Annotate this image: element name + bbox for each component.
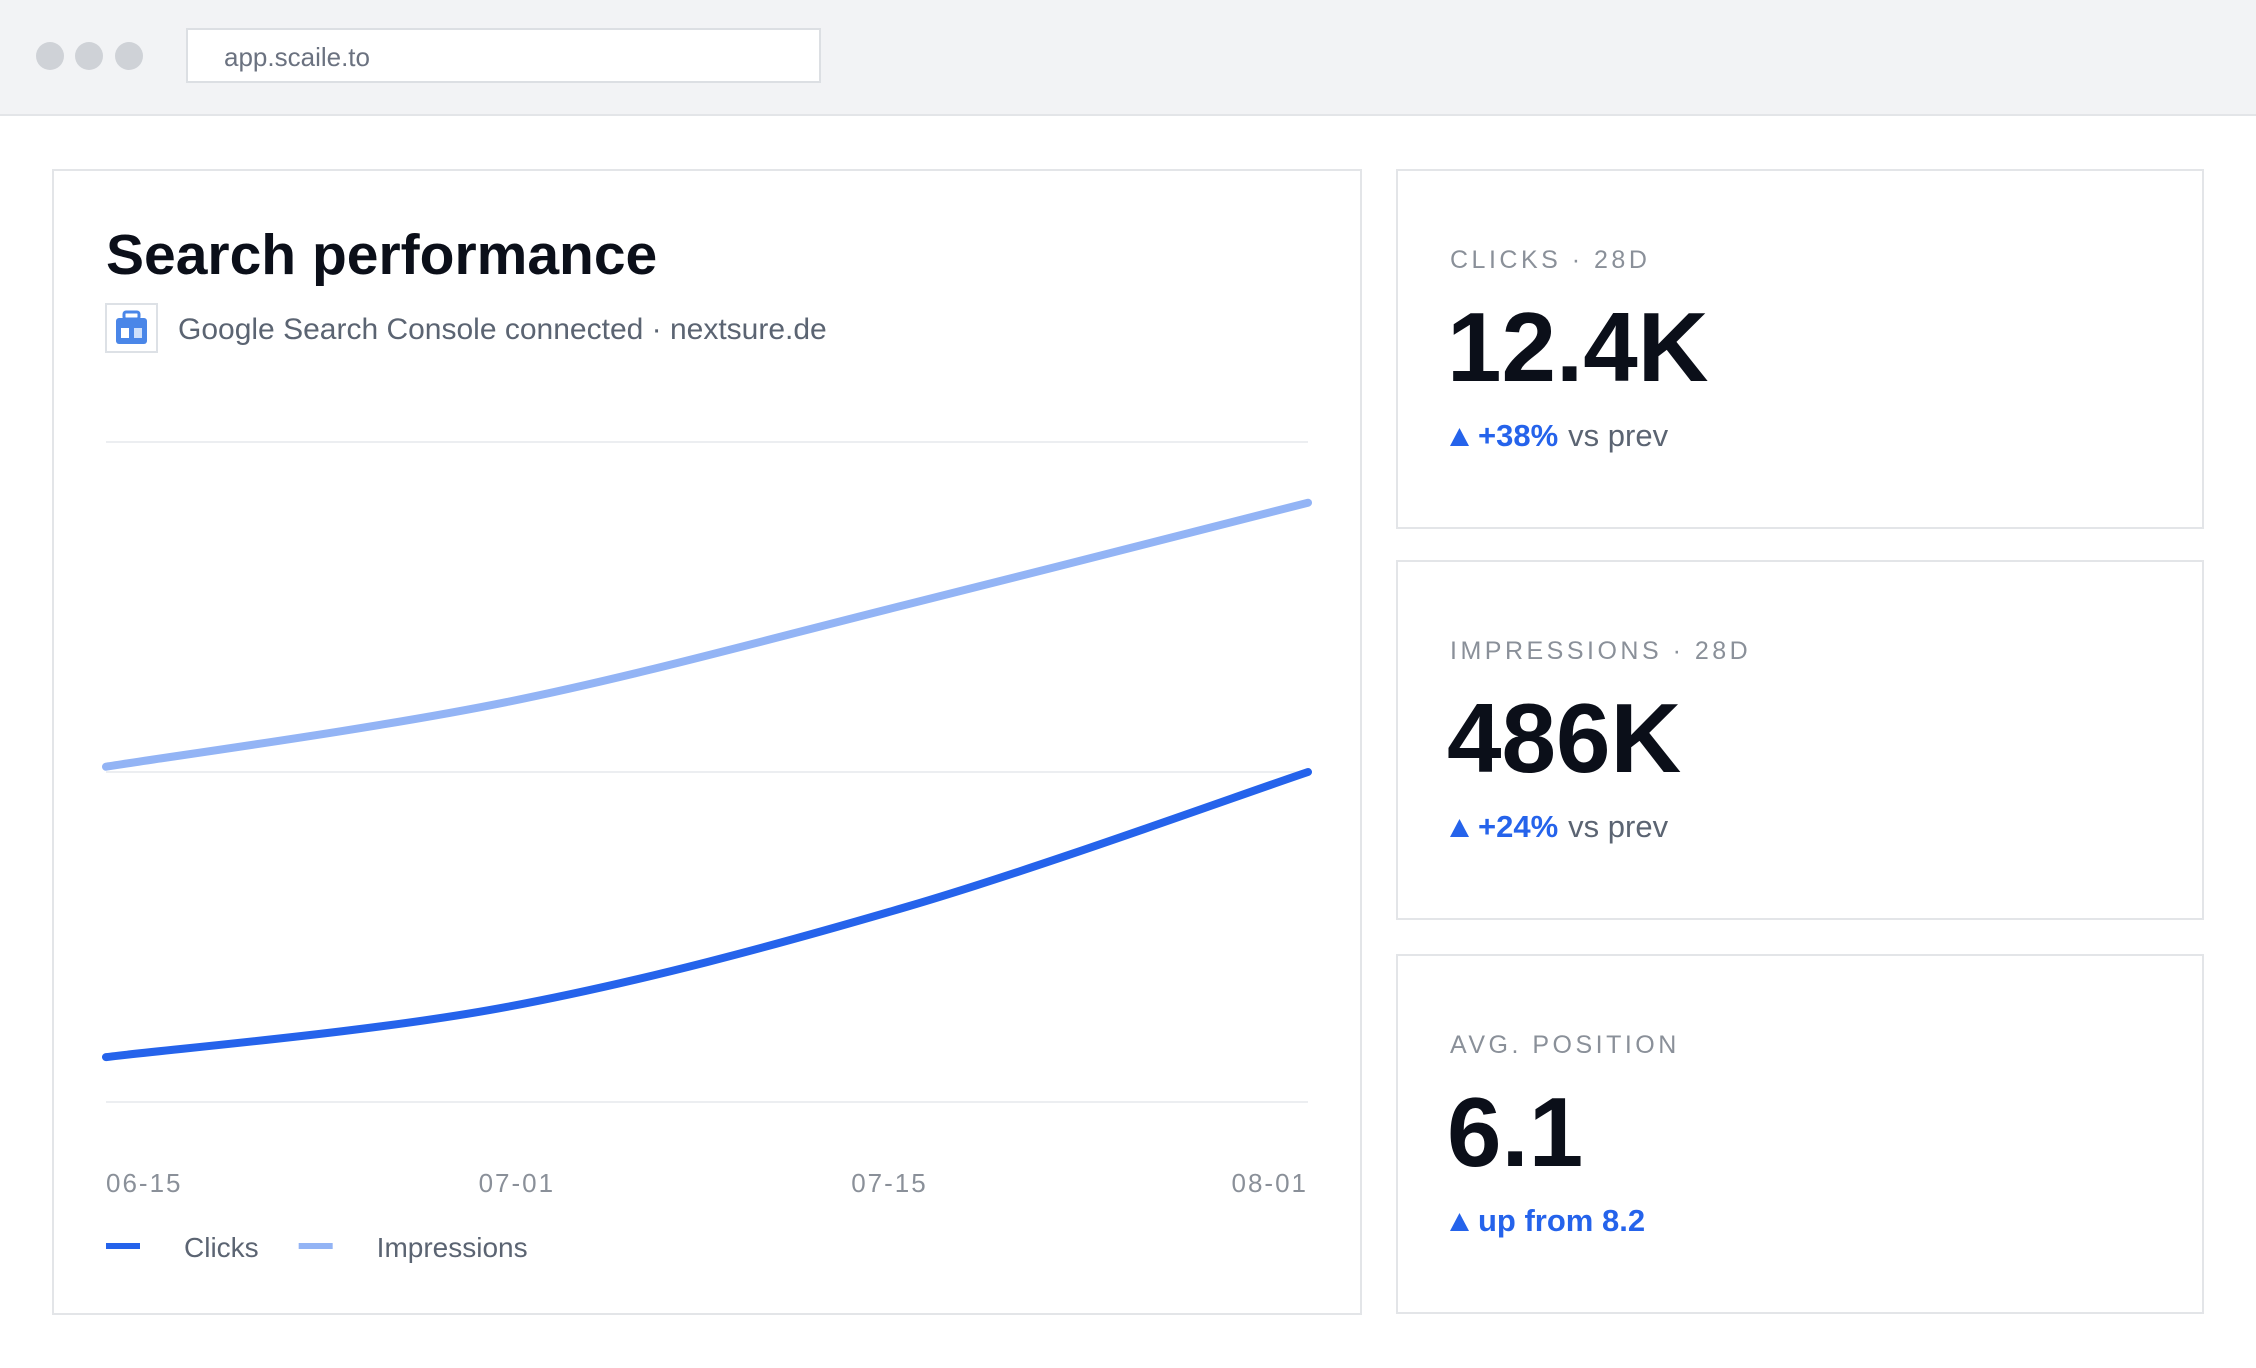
address-bar[interactable] — [186, 28, 821, 83]
kpi-cards: CLICKS · 28D 12.4K +38% vs prev IMPRESSIONS … — [1396, 169, 2204, 1314]
x-tick-label: 07-01 — [479, 1168, 555, 1198]
plot: 06-15 07-01 07-15 08-01 Clicks Impressions — [102, 441, 1312, 1263]
legend-label: Clicks — [184, 1232, 259, 1263]
kpi-label: AVG. POSITION — [1450, 1031, 1680, 1059]
kpi-card — [1396, 954, 2204, 1314]
x-tick-label: 06-15 — [106, 1168, 183, 1198]
series-line — [102, 498, 1312, 771]
legend-label: Impressions — [377, 1232, 528, 1263]
kpi-note: vs prev — [1568, 418, 1668, 453]
series-line — [102, 768, 1312, 1062]
trend-up-icon — [1450, 428, 1469, 446]
kpi-card — [1396, 169, 2204, 529]
kpi-value: 12.4K — [1447, 292, 1709, 402]
url: app.scaile.to — [224, 42, 370, 72]
kpi-label: IMPRESSIONS · 28D — [1450, 637, 1751, 665]
window-dot[interactable] — [75, 42, 103, 70]
kpi-card — [1396, 560, 2204, 920]
x-tick-label: 08-01 — [1232, 1168, 1309, 1198]
kpi-delta: up from 8.2 — [1478, 1203, 1645, 1238]
kpi-delta: +38% — [1478, 418, 1558, 453]
trend-up-icon — [1450, 819, 1469, 837]
gsc-icon — [105, 303, 158, 353]
window-dot[interactable] — [115, 42, 143, 70]
kpi-value: 6.1 — [1447, 1077, 1583, 1187]
kpi-delta: +24% — [1478, 809, 1558, 844]
chart-subtitle: Google Search Console connected · nextsu… — [178, 313, 827, 346]
kpi-value: 486K — [1447, 683, 1681, 793]
window-dot[interactable] — [36, 42, 64, 70]
kpi-label: CLICKS · 28D — [1450, 246, 1650, 274]
kpi-note: vs prev — [1568, 809, 1668, 844]
x-tick-label: 07-15 — [851, 1168, 928, 1198]
trend-up-icon — [1450, 1213, 1469, 1231]
chart-title: Search performance — [106, 223, 657, 287]
